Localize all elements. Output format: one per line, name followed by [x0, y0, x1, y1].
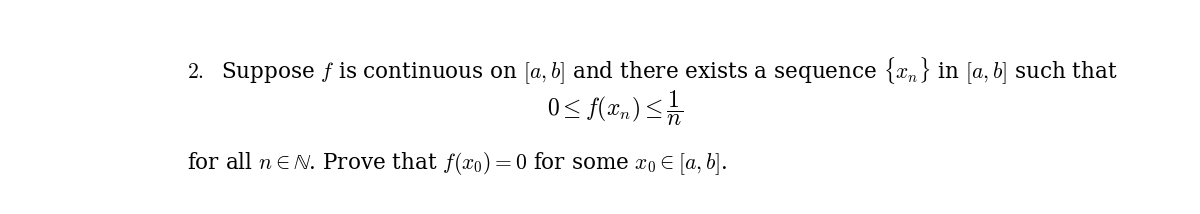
- Text: $0 \leq f(x_n) \leq \dfrac{1}{n}$: $0 \leq f(x_n) \leq \dfrac{1}{n}$: [547, 88, 683, 128]
- Text: for all $n \in \mathbb{N}$. Prove that $f(x_0) = 0$ for some $x_0 \in [a, b]$.: for all $n \in \mathbb{N}$. Prove that $…: [187, 150, 727, 177]
- Text: $\mathbf{2.}$  Suppose $f$ is continuous on $[a, b]$ and there exists a sequence: $\mathbf{2.}$ Suppose $f$ is continuous …: [187, 55, 1118, 87]
